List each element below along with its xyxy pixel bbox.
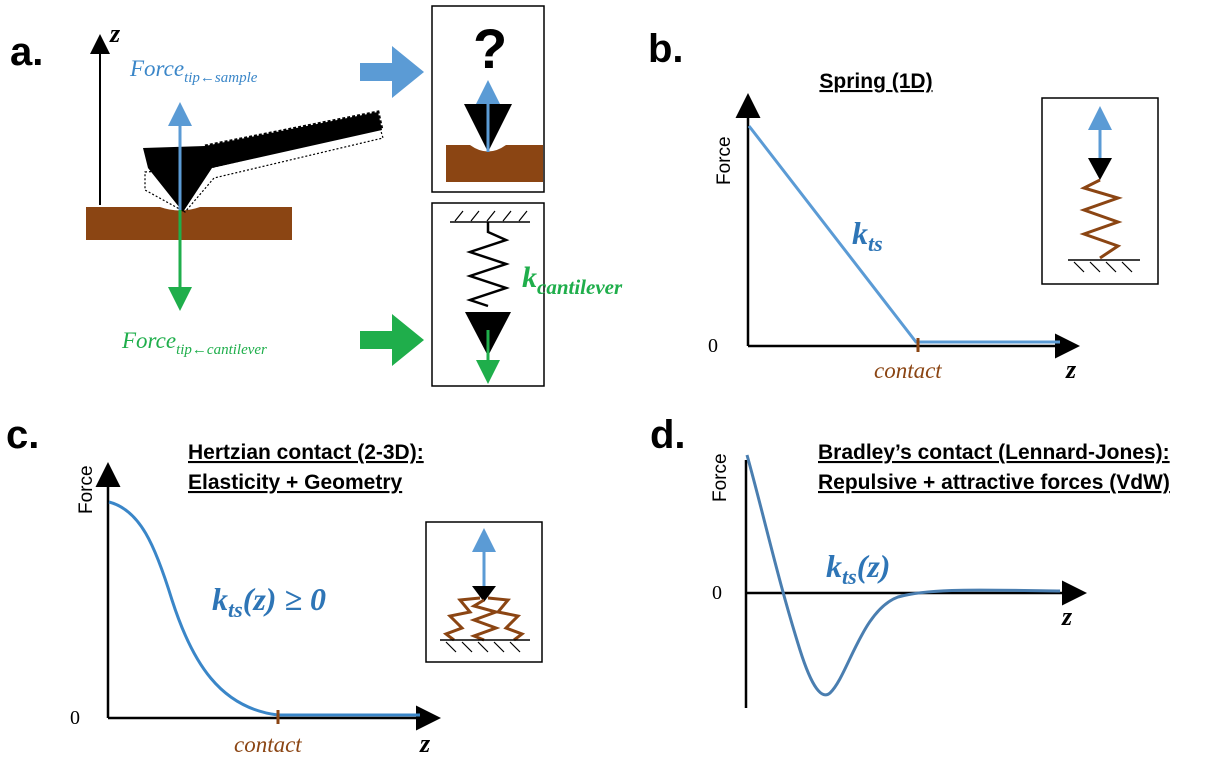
panel-c-x-label: z — [419, 729, 431, 758]
inset-ceiling-hatch — [454, 210, 528, 222]
big-green-arrow — [360, 314, 424, 366]
question-mark: ? — [473, 17, 507, 80]
panel-d: d. Bradley’s contact (Lennard-Jones): Re… — [650, 413, 1170, 708]
panel-a-z-label: z — [109, 19, 121, 48]
panel-c-contact-label: contact — [234, 732, 302, 757]
panel-c-letter: c. — [6, 413, 39, 457]
panel-c-zero: 0 — [70, 707, 80, 729]
force-sample-label: Forcetip←sample — [129, 56, 258, 86]
big-blue-arrow — [360, 46, 424, 98]
panel-d-title-2: Repulsive + attractive forces (VdW) — [818, 471, 1170, 494]
panel-b-letter: b. — [648, 27, 684, 71]
panel-a: a. z Forcetip←sample Forcetip←cantilever… — [10, 5, 623, 387]
sample-block — [86, 207, 292, 240]
panel-d-zero: 0 — [712, 582, 722, 604]
panel-c-y-label: Force — [76, 465, 97, 514]
panel-b: b. Spring (1D) Force 0 z contact kts — [648, 27, 1159, 384]
panel-c-kts-label: kts(z) ≥ 0 — [212, 581, 326, 622]
panel-b-x-label: z — [1065, 355, 1077, 384]
panel-d-letter: d. — [650, 413, 686, 457]
panel-a-letter: a. — [10, 30, 43, 74]
panel-d-curve — [745, 454, 1061, 697]
panel-c-inset-spring-right — [487, 596, 526, 642]
panel-c-inset-spring-left — [442, 596, 481, 642]
force-cantilever-label: Forcetip←cantilever — [121, 328, 267, 358]
panel-c-curve — [108, 500, 420, 717]
panel-d-x-label: z — [1061, 602, 1073, 631]
panel-b-zero: 0 — [708, 335, 718, 357]
panel-b-kts-label: kts — [852, 215, 883, 256]
panel-c-inset-spring-center — [469, 598, 501, 642]
panel-b-title: Spring (1D) — [819, 70, 932, 93]
panel-b-curve — [747, 125, 1060, 344]
inset-spring — [466, 222, 510, 308]
panel-d-y-label: Force — [710, 453, 731, 502]
cantilever-outline-dotted — [144, 127, 384, 213]
panel-d-kts-label: kts(z) — [826, 548, 890, 589]
k-cantilever-label: kcantilever — [522, 261, 623, 299]
panel-b-contact-label: contact — [874, 358, 942, 383]
panel-b-inset-tip — [1088, 158, 1112, 180]
panel-c-title-1: Hertzian contact (2-3D): — [188, 441, 424, 464]
panel-b-inset-spring — [1079, 178, 1123, 260]
cantilever-edge — [204, 110, 384, 148]
panel-d-title-1: Bradley’s contact (Lennard-Jones): — [818, 441, 1170, 464]
panel-c-inset-hatch — [445, 641, 521, 653]
panel-c: c. Hertzian contact (2-3D): Elasticity +… — [6, 413, 543, 758]
panel-c-title-2: Elasticity + Geometry — [188, 471, 403, 494]
inset-sample-block — [446, 145, 543, 182]
panel-b-inset-hatch — [1073, 261, 1133, 273]
panel-b-y-label: Force — [714, 136, 735, 185]
cantilever-deflected — [143, 112, 382, 212]
panel-c-inset-tip — [472, 586, 496, 602]
